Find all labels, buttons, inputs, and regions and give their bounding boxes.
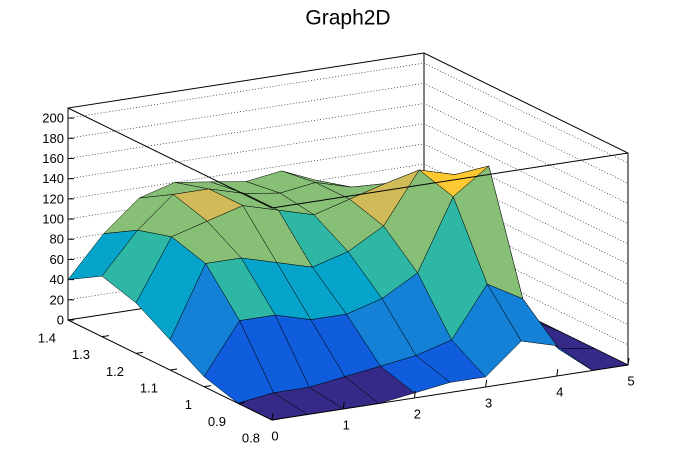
y-tick-label: 1 [185, 397, 192, 412]
z-tick-label: 160 [42, 151, 64, 166]
z-tick-label: 100 [42, 212, 64, 227]
y-tick-label: 0.8 [242, 431, 260, 446]
x-tick-label: 0 [271, 429, 278, 444]
x-tick [556, 368, 559, 377]
box-edge [271, 364, 629, 421]
y-tick [101, 335, 110, 338]
y-tick-label: 1.3 [72, 347, 90, 362]
grid-line [67, 82, 629, 184]
x-tick-label: 5 [627, 374, 634, 389]
y-tick [169, 368, 178, 371]
box-edge [271, 152, 629, 209]
x-tick-label: 1 [343, 418, 350, 433]
y-tick-label: 1.2 [106, 364, 124, 379]
z-tick-label: 20 [50, 292, 64, 307]
y-tick-label: 1.4 [38, 331, 56, 346]
z-tick-label: 140 [42, 171, 64, 186]
x-tick-label: 2 [414, 407, 421, 422]
y-tick [237, 401, 246, 404]
x-tick-label: 4 [556, 385, 563, 400]
grid-line [67, 62, 629, 164]
z-tick-label: 120 [42, 191, 64, 206]
y-tick [135, 351, 144, 354]
chart-title: Graph2D [305, 7, 390, 30]
z-tick-label: 80 [50, 232, 64, 247]
box-edge [67, 107, 273, 209]
grid-line [67, 123, 629, 224]
x-tick [485, 379, 488, 388]
z-tick-label: 60 [50, 252, 64, 267]
x-tick [627, 357, 630, 366]
y-tick [67, 318, 76, 321]
y-tick [203, 385, 212, 388]
z-tick-label: 200 [42, 111, 64, 126]
z-tick-label: 0 [57, 313, 64, 328]
z-tick-label: 180 [42, 131, 64, 146]
z-tick-label: 40 [50, 272, 64, 287]
x-tick [342, 401, 345, 410]
grid-line [67, 103, 629, 204]
x-tick-label: 3 [485, 396, 492, 411]
y-tick [271, 418, 280, 421]
grid-line [67, 143, 629, 245]
x-tick [413, 390, 416, 399]
y-tick-label: 1.1 [140, 381, 158, 396]
x-tick [271, 412, 274, 421]
y-tick-label: 0.9 [208, 414, 226, 429]
